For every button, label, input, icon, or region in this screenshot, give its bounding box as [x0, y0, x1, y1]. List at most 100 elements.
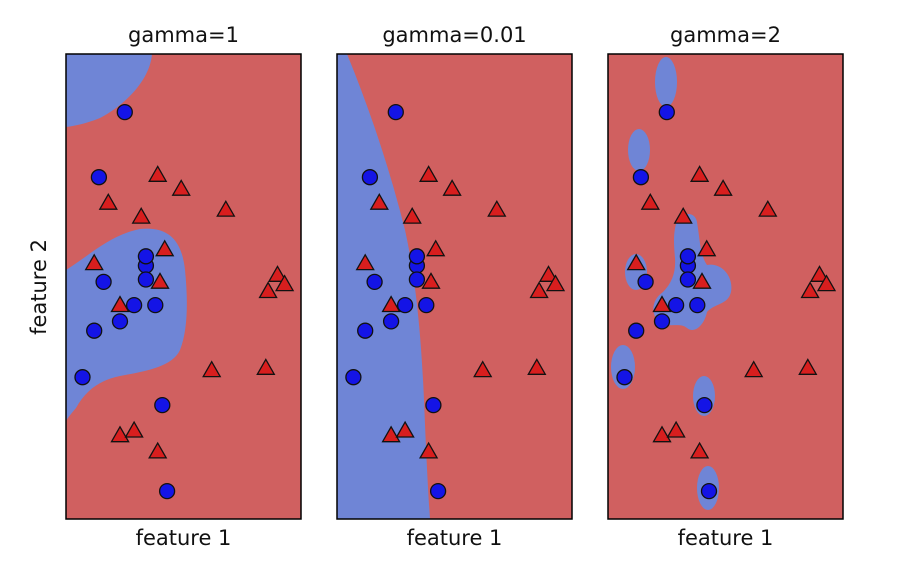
point-class1 — [666, 420, 686, 438]
axes-frame-1 — [65, 53, 302, 520]
point-class0 — [345, 369, 362, 386]
point-class1 — [110, 425, 130, 443]
point-class1 — [155, 239, 175, 257]
title-gamma-2: gamma=2 — [670, 23, 781, 47]
point-class1 — [202, 360, 222, 378]
point-class1 — [256, 358, 276, 375]
point-class0 — [137, 248, 155, 265]
point-class1 — [689, 165, 710, 182]
point-class1 — [84, 253, 104, 271]
point-class1 — [150, 272, 170, 289]
point-class1 — [355, 253, 375, 271]
point-class0 — [90, 169, 108, 186]
point-class0 — [86, 322, 103, 339]
point-class0 — [137, 271, 155, 288]
point-class0 — [700, 482, 718, 500]
point-class1 — [809, 265, 830, 282]
point-class1 — [487, 199, 507, 217]
subplot-gamma-1 — [66, 54, 301, 519]
point-class0 — [679, 271, 697, 288]
point-class1 — [369, 192, 389, 210]
point-class0 — [425, 396, 442, 414]
point-class1 — [267, 265, 288, 282]
title-gamma-1: gamma=1 — [128, 23, 239, 47]
axes-frame-3 — [607, 53, 844, 520]
point-class1 — [395, 420, 415, 438]
point-class1 — [713, 179, 733, 196]
island — [655, 57, 677, 107]
point-class1 — [473, 360, 493, 378]
xlabel-panel-2: feature 1 — [407, 526, 503, 550]
point-class0 — [357, 322, 374, 339]
point-class0 — [429, 482, 447, 500]
subplot-gamma-0.01 — [337, 54, 572, 519]
marks-panel-3 — [616, 103, 837, 500]
point-class0 — [408, 271, 426, 288]
point-class1 — [418, 165, 439, 182]
point-class1 — [148, 165, 168, 182]
point-class0 — [658, 103, 675, 121]
point-class0 — [637, 273, 654, 291]
point-class1 — [652, 425, 672, 443]
axes-frame-2 — [336, 53, 573, 520]
point-class1 — [148, 441, 168, 459]
point-class1 — [697, 239, 717, 257]
point-class1 — [171, 179, 191, 196]
island — [628, 129, 650, 171]
point-class1 — [381, 295, 401, 313]
xlabel-panel-3: feature 1 — [678, 526, 774, 550]
point-class0 — [616, 369, 633, 386]
point-class1 — [673, 206, 693, 224]
point-class0 — [366, 273, 383, 291]
point-class1 — [442, 179, 462, 196]
point-class1 — [110, 295, 130, 313]
xlabel-panel-1: feature 1 — [136, 526, 232, 550]
point-class0 — [679, 248, 697, 265]
point-class1 — [258, 281, 278, 299]
point-class0 — [154, 396, 171, 414]
figure-ylabel: feature 2 — [27, 239, 51, 335]
point-class1 — [545, 274, 566, 292]
point-class1 — [418, 441, 439, 459]
point-class1 — [800, 281, 820, 299]
point-class0 — [632, 169, 650, 186]
point-class1 — [626, 253, 646, 271]
point-class1 — [538, 265, 559, 282]
point-class0 — [125, 296, 143, 314]
point-class0 — [408, 248, 426, 265]
point-class0 — [396, 296, 414, 314]
point-class0 — [418, 296, 435, 314]
point-class0 — [382, 313, 400, 330]
title-gamma-0.01: gamma=0.01 — [382, 23, 526, 47]
point-class1 — [816, 274, 837, 292]
point-class1 — [692, 272, 712, 289]
marks-panel-1 — [74, 103, 295, 500]
point-class1 — [798, 358, 818, 375]
point-class0 — [95, 273, 112, 291]
point-class0 — [653, 313, 671, 330]
point-class0 — [116, 103, 133, 121]
point-class1 — [652, 295, 672, 313]
point-class0 — [147, 296, 164, 314]
point-class0 — [361, 169, 379, 186]
point-class1 — [426, 239, 446, 257]
point-class1 — [274, 274, 295, 292]
point-class1 — [421, 272, 441, 289]
point-class0 — [111, 313, 129, 330]
point-class1 — [689, 441, 710, 459]
point-class0 — [689, 296, 706, 314]
point-class1 — [402, 206, 422, 224]
region-class0-top-left — [66, 54, 152, 127]
point-class1 — [381, 425, 401, 443]
point-class1 — [529, 281, 549, 299]
point-class1 — [98, 192, 118, 210]
point-class1 — [640, 192, 660, 210]
region-class0-left — [337, 54, 430, 519]
point-class1 — [527, 358, 547, 375]
point-class1 — [758, 199, 778, 217]
point-class0 — [158, 482, 176, 500]
point-class1 — [124, 420, 144, 438]
point-class1 — [744, 360, 764, 378]
point-class0 — [628, 322, 645, 339]
